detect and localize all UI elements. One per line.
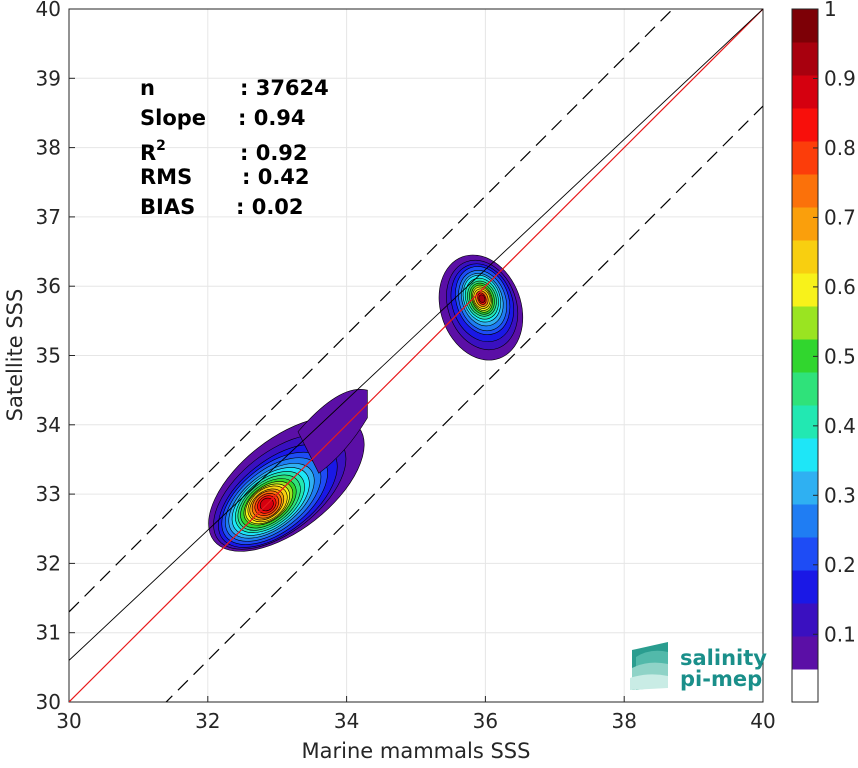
- colorbar-segment: [792, 240, 818, 274]
- y-tick-label: 31: [36, 621, 61, 645]
- colorbar-segment: [792, 636, 818, 670]
- colorbar-segment: [792, 372, 818, 406]
- colorbar-tick-label: 0.6: [824, 275, 856, 299]
- x-tick-label: 38: [611, 709, 636, 733]
- colorbar-segment: [792, 9, 818, 43]
- colorbar-segment: [792, 108, 818, 142]
- logo-line1: salinity: [680, 646, 767, 670]
- stat-label: BIAS: [140, 195, 195, 219]
- x-tick-label: 36: [473, 709, 498, 733]
- colorbar-segment: [792, 570, 818, 604]
- stat-value: : 0.42: [242, 165, 310, 189]
- stat-label: n: [140, 76, 155, 100]
- colorbar-segment: [792, 504, 818, 538]
- y-tick-label: 34: [36, 413, 61, 437]
- contour-level: [478, 294, 486, 303]
- stat-label: RMS: [140, 165, 192, 189]
- colorbar-tick-label: 0.2: [824, 553, 856, 577]
- colorbar-segment: [792, 537, 818, 571]
- colorbar-segment: [792, 405, 818, 439]
- reference-lines: [69, 9, 763, 702]
- y-tick-label: 39: [36, 66, 61, 90]
- y-axis-ticks: 30 31 32 33 34 35 36 37 38 39 40: [36, 0, 75, 714]
- colorbar-tick-label: 1: [824, 0, 837, 21]
- stat-label-sup: 2: [156, 138, 166, 154]
- colorbar-segment: [792, 75, 818, 109]
- colorbar-segment: [792, 339, 818, 373]
- y-tick-label: 33: [36, 482, 61, 506]
- reference-line: [69, 9, 763, 702]
- stat-value: : 0.94: [238, 106, 306, 130]
- y-tick-label: 30: [36, 690, 61, 714]
- x-tick-label: 34: [334, 709, 359, 733]
- y-tick-label: 36: [36, 274, 61, 298]
- x-axis-ticks: 30 32 34 36 38 40: [56, 696, 776, 733]
- x-tick-label: 32: [195, 709, 220, 733]
- stat-value: : 0.92: [240, 141, 308, 165]
- colorbar-segment: [792, 141, 818, 175]
- x-axis-label: Marine mammals SSS: [302, 739, 531, 763]
- colorbar-frame: [791, 8, 819, 703]
- salinity-pi-mep-logo: salinity pi-mep: [630, 642, 767, 691]
- colorbar-segment: [792, 42, 818, 76]
- x-tick-label: 30: [56, 709, 81, 733]
- colorbar-tick-label: 0.4: [824, 414, 856, 438]
- y-tick-label: 40: [36, 0, 61, 21]
- reference-line: [69, 9, 674, 613]
- x-tick-label: 40: [750, 709, 775, 733]
- colorbar-tick-label: 0.5: [824, 344, 856, 368]
- colorbar-tick-label: 0.8: [824, 136, 856, 160]
- colorbar-segment: [792, 603, 818, 637]
- logo-wave-icon: [630, 642, 668, 690]
- cluster-2: [438, 254, 524, 361]
- colorbar-tick-label: 0.3: [824, 483, 856, 507]
- colorbar-segment: [792, 273, 818, 307]
- colorbar-segment: [792, 174, 818, 208]
- y-tick-label: 32: [36, 551, 61, 575]
- stat-value: : 37624: [240, 76, 329, 100]
- colorbar-segment: [792, 471, 818, 505]
- stat-label: Slope: [140, 106, 206, 130]
- y-tick-label: 35: [36, 344, 61, 368]
- colorbar-segment: [792, 438, 818, 472]
- colorbar-tick-label: 0.1: [824, 622, 856, 646]
- colorbar-segment: [792, 306, 818, 340]
- y-tick-label: 38: [36, 136, 61, 160]
- stat-value: : 0.02: [236, 195, 304, 219]
- y-tick-label: 37: [36, 205, 61, 229]
- colorbar-tick-label: 0.9: [824, 66, 856, 90]
- logo-line2: pi-mep: [680, 667, 762, 691]
- colorbar: 0.1 0.2 0.3 0.4 0.5 0.6 0.7 0.8 0.9 1: [791, 0, 856, 703]
- colorbar-tick-label: 0.7: [824, 205, 856, 229]
- reference-line: [69, 9, 763, 661]
- reference-line: [165, 105, 763, 702]
- grid: [68, 8, 764, 703]
- y-axis-label: Satellite SSS: [3, 289, 27, 422]
- colorbar-segment: [792, 207, 818, 241]
- colorbar-segment: [792, 669, 818, 703]
